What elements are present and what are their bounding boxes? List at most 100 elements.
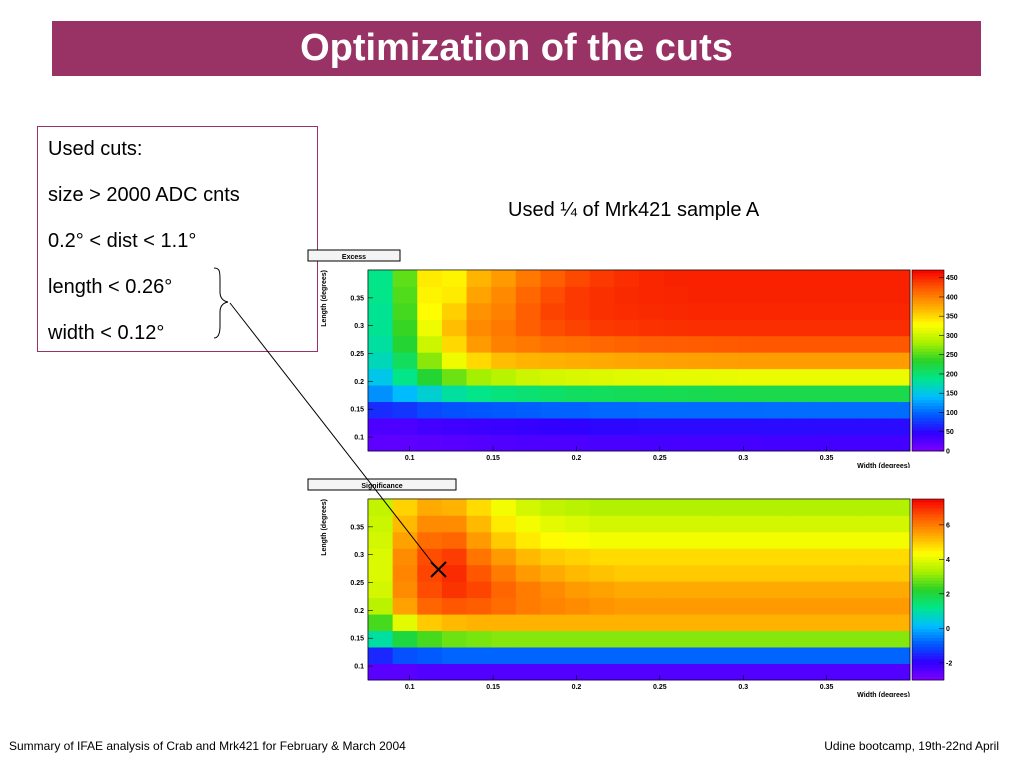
heatmap-cell [836,385,862,403]
heatmap-cell [441,418,467,435]
y-axis-label: Length (degrees) [321,499,328,556]
heatmap-cell [614,352,640,370]
heatmap-cell [515,581,541,599]
heatmap-cell [860,368,886,386]
colorbar-segment [912,541,944,545]
heatmap-cell [737,564,763,582]
heatmap-cell [737,302,763,320]
heatmap-cell [737,286,763,304]
heatmap-cell [688,663,714,681]
y-tick-label: 0.25 [350,351,364,358]
heatmap-cell [589,352,615,370]
heatmap-cell [515,614,541,632]
heatmap-cell [368,515,394,533]
heatmap-cell [589,302,615,320]
heatmap-cell [786,630,812,648]
heatmap-cell [688,548,714,566]
y-tick-label: 0.2 [354,608,364,615]
heatmap-cell [466,319,492,337]
heatmap-cell [540,434,566,452]
heatmap-cell [417,270,443,287]
heatmap-cell [836,548,862,566]
heatmap-cell [688,368,714,386]
heatmap-cell [688,401,714,419]
heatmap-cell [811,499,837,516]
heatmap-cell [811,302,837,320]
heatmap-cell [614,385,640,403]
heatmap-cell [368,630,394,648]
heatmap-cell [786,663,812,681]
heatmap-cell [466,302,492,320]
heatmap-cell [466,581,492,599]
colorbar-segment [912,345,944,349]
heatmap-cell [565,630,591,648]
heatmap-cell [712,302,738,320]
heatmap-cell [441,270,467,287]
colorbar-tick-label: 450 [946,275,958,282]
heatmap-cell [688,515,714,533]
colorbar-segment [912,315,944,319]
colorbar-segment [912,628,944,633]
heatmap-cell [811,630,837,648]
heatmap-cell [565,597,591,615]
heatmap-cell [811,581,837,599]
heatmap-cell [860,663,886,681]
colorbar-segment [912,643,944,648]
heatmap-cell [811,614,837,632]
heatmap-cell [786,614,812,632]
heatmap-cell [737,335,763,353]
heatmap-cell [515,352,541,370]
heatmap-cell [441,515,467,533]
heatmap-cell [786,434,812,452]
heatmap-cell [885,385,911,403]
chart-title: Significance [361,483,402,490]
heatmap-cell [836,352,862,370]
heatmap-cell [540,597,566,615]
heatmap-cell [417,597,443,615]
heatmap-cell [491,564,517,582]
heatmap-cell [589,614,615,632]
colorbar-segment [912,390,944,395]
heatmap-cell [491,663,517,681]
colorbar-segment [912,288,944,292]
colorbar-segment [912,529,944,533]
heatmap-cell [762,564,788,582]
heatmap-cell [589,319,615,337]
heatmap-cell [491,630,517,648]
heatmap-cell [885,335,911,353]
heatmap-cell [565,647,591,664]
colorbar-segment [912,291,944,295]
colorbar-segment [912,604,944,608]
heatmap-cell [614,499,640,516]
colorbar-segment [912,363,944,367]
heatmap-cell [441,614,467,632]
heatmap-cell [466,401,492,419]
heatmap-cell [565,499,591,516]
colorbar-segment [912,312,944,316]
heatmap-cell [688,418,714,435]
heatmap-cell [860,418,886,435]
heatmap-cell [515,401,541,419]
heatmap-cell [441,597,467,615]
colorbar-segment [912,333,944,337]
heatmap-cell [712,401,738,419]
heatmap-cell [466,647,492,664]
heatmap-cell [885,597,911,615]
heatmap-cell [712,647,738,664]
heatmap-cell [417,434,443,452]
heatmap-cell [417,614,443,632]
y-tick-label: 0.3 [354,323,364,330]
heatmap-cell [860,531,886,549]
heatmap-cell [663,434,689,452]
heatmap-cell [565,302,591,320]
heatmap-cell [885,581,911,599]
heatmap-cell [540,418,566,435]
heatmap-cell [811,385,837,403]
heatmap-cell [540,548,566,566]
x-tick-label: 0.3 [738,455,748,462]
heatmap-cell [466,597,492,615]
heatmap-cell [565,352,591,370]
heatmap-cell [688,531,714,549]
heatmap-cell [639,319,665,337]
heatmap-cell [762,531,788,549]
